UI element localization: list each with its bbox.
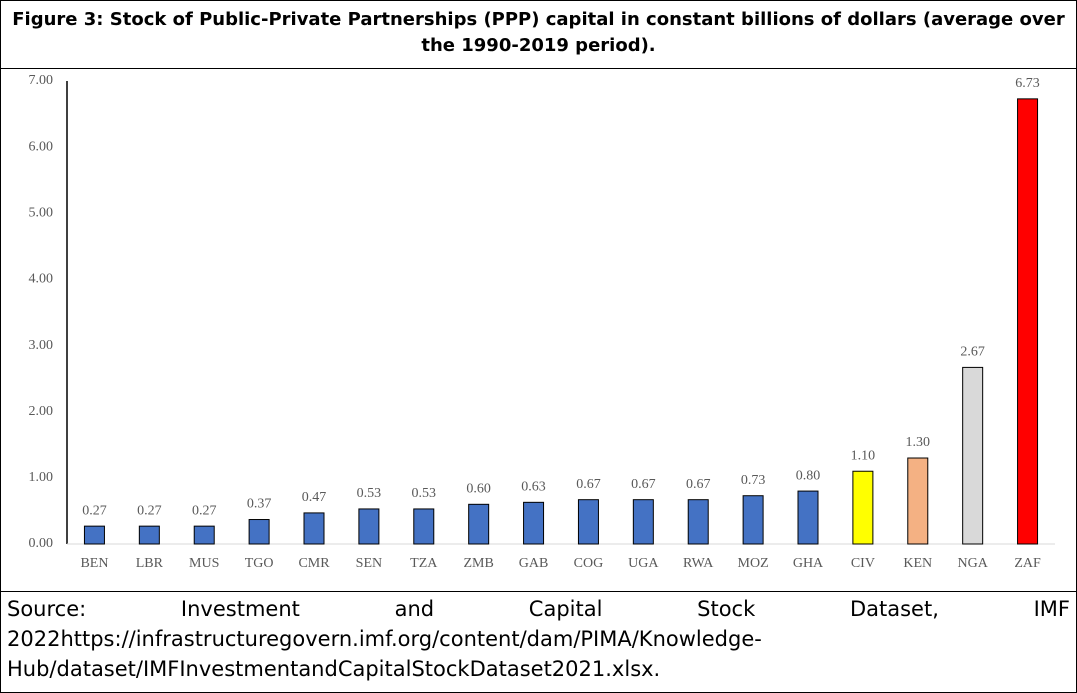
x-tick-label: ZMB — [463, 556, 493, 571]
x-tick-label: GHA — [793, 556, 824, 571]
chart: 0.00 1.00 2.00 3.00 4.00 5.00 6.00 7.00 BEN 0.27 L… — [29, 73, 1055, 571]
data-label: 0.67 — [631, 477, 656, 492]
y-tick-label: 7.00 — [29, 73, 54, 88]
data-label: 0.67 — [686, 477, 711, 492]
x-tick-label: RWA — [683, 556, 714, 571]
bar — [742, 495, 764, 545]
data-label: 0.63 — [521, 480, 546, 495]
data-label: 0.53 — [412, 486, 437, 501]
bar — [1017, 98, 1039, 545]
bar — [83, 525, 105, 545]
bar — [193, 525, 215, 545]
x-tick-label: CMR — [298, 556, 330, 571]
source-note: Source: Investment and Capital Stock Dat… — [1, 591, 1076, 692]
data-label: 0.37 — [247, 497, 272, 512]
x-tick-label: UGA — [628, 556, 659, 571]
bar — [962, 366, 984, 545]
bar — [797, 490, 819, 545]
data-label: 0.60 — [466, 482, 491, 497]
bar — [358, 508, 380, 545]
x-tick-label: KEN — [903, 556, 932, 571]
data-label: 1.10 — [851, 448, 876, 463]
data-label: 6.73 — [1015, 76, 1040, 91]
y-tick-label: 6.00 — [29, 139, 54, 154]
y-tick-label: 3.00 — [29, 338, 54, 353]
bar — [248, 519, 270, 545]
bar — [852, 470, 874, 545]
data-label: 0.27 — [192, 503, 217, 518]
bar — [303, 512, 325, 545]
data-label: 0.27 — [82, 503, 107, 518]
x-tick-label: TZA — [410, 556, 438, 571]
x-tick-label: GAB — [519, 556, 549, 571]
y-tick-label: 1.00 — [29, 470, 54, 485]
x-tick-label: LBR — [136, 556, 164, 571]
y-tick-label: 5.00 — [29, 206, 54, 221]
bar — [577, 499, 599, 545]
bar — [687, 499, 709, 545]
bar — [632, 499, 654, 545]
data-label: 1.30 — [906, 435, 931, 450]
bar — [138, 525, 160, 545]
data-label: 0.67 — [576, 477, 601, 492]
data-label: 2.67 — [960, 345, 985, 360]
y-tick-label: 2.00 — [29, 404, 54, 419]
x-tick-label: ZAF — [1014, 556, 1041, 571]
data-label: 0.80 — [796, 468, 821, 483]
x-tick-label: CIV — [851, 556, 875, 571]
bar — [907, 457, 929, 545]
x-tick-label: BEN — [80, 556, 108, 571]
x-tick-label: SEN — [356, 556, 382, 571]
data-label: 0.47 — [302, 490, 327, 505]
data-label: 0.53 — [357, 486, 382, 501]
x-tick-label: TGO — [245, 556, 274, 571]
data-label: 0.27 — [137, 503, 162, 518]
y-tick-label: 0.00 — [29, 536, 54, 551]
x-tick-label: NGA — [957, 556, 988, 571]
data-label: 0.73 — [741, 473, 766, 488]
figure-title: Figure 3: Stock of Public-Private Partne… — [1, 1, 1076, 69]
y-tick-label: 4.00 — [29, 272, 54, 287]
x-tick-label: COG — [574, 556, 604, 571]
x-tick-label: MOZ — [738, 556, 769, 571]
bar — [413, 508, 435, 545]
bar — [468, 503, 490, 545]
bar — [523, 501, 545, 545]
x-tick-label: MUS — [189, 556, 219, 571]
